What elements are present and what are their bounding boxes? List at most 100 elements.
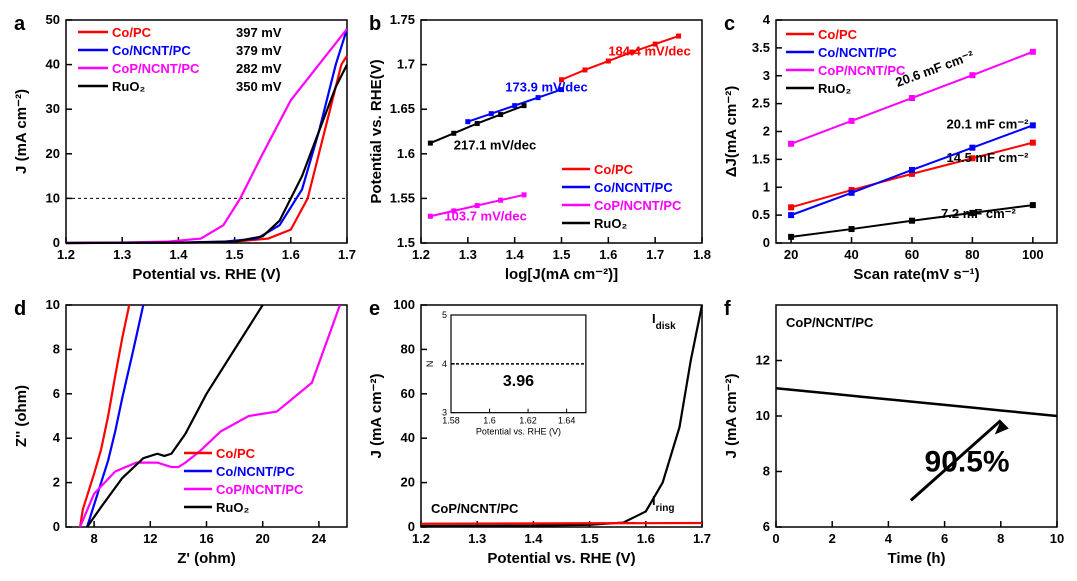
svg-text:12: 12 bbox=[756, 353, 770, 368]
svg-text:Time (h): Time (h) bbox=[887, 550, 945, 567]
svg-text:30: 30 bbox=[46, 101, 60, 116]
svg-text:8: 8 bbox=[53, 341, 60, 356]
svg-text:40: 40 bbox=[46, 57, 60, 72]
svg-text:Potential vs. RHE (V): Potential vs. RHE (V) bbox=[132, 266, 280, 283]
svg-text:RuO₂: RuO₂ bbox=[818, 81, 851, 96]
svg-text:Co/PC: Co/PC bbox=[216, 446, 256, 461]
panel-d: 8121620240246810Z' (ohm)Z'' (ohm)dCo/PCC… bbox=[8, 293, 359, 573]
svg-text:1.5: 1.5 bbox=[752, 151, 770, 166]
svg-text:Iring: Iring bbox=[652, 493, 675, 514]
svg-text:40: 40 bbox=[844, 247, 858, 262]
svg-text:10: 10 bbox=[46, 190, 60, 205]
svg-text:2: 2 bbox=[53, 475, 60, 490]
svg-text:1.75: 1.75 bbox=[390, 12, 415, 27]
svg-text:1.62: 1.62 bbox=[519, 416, 537, 426]
svg-text:4: 4 bbox=[442, 359, 447, 369]
svg-text:1.55: 1.55 bbox=[390, 190, 415, 205]
svg-text:1.3: 1.3 bbox=[468, 531, 486, 546]
svg-text:1.64: 1.64 bbox=[558, 416, 576, 426]
svg-text:0: 0 bbox=[53, 519, 60, 534]
svg-text:60: 60 bbox=[401, 386, 415, 401]
svg-text:1.65: 1.65 bbox=[390, 101, 415, 116]
svg-text:16: 16 bbox=[199, 531, 213, 546]
svg-text:e: e bbox=[369, 298, 380, 320]
svg-text:217.1 mV/dec: 217.1 mV/dec bbox=[454, 137, 536, 152]
svg-text:2: 2 bbox=[763, 124, 770, 139]
svg-text:1.5: 1.5 bbox=[226, 247, 244, 262]
svg-text:b: b bbox=[369, 13, 381, 35]
svg-text:1.3: 1.3 bbox=[459, 247, 477, 262]
svg-text:350 mV: 350 mV bbox=[236, 79, 282, 94]
svg-text:20: 20 bbox=[784, 247, 798, 262]
svg-text:CoP/NCNT/PC: CoP/NCNT/PC bbox=[216, 482, 304, 497]
svg-text:10: 10 bbox=[46, 297, 60, 312]
svg-text:CoP/NCNT/PC: CoP/NCNT/PC bbox=[786, 315, 874, 330]
svg-text:J (mA cm⁻²): J (mA cm⁻²) bbox=[13, 89, 30, 174]
svg-text:CoP/NCNT/PC: CoP/NCNT/PC bbox=[818, 63, 906, 78]
svg-text:12: 12 bbox=[143, 531, 157, 546]
svg-text:20: 20 bbox=[401, 475, 415, 490]
svg-text:RuO₂: RuO₂ bbox=[112, 79, 145, 94]
svg-text:8: 8 bbox=[90, 531, 97, 546]
svg-text:1.8: 1.8 bbox=[693, 247, 711, 262]
svg-text:24: 24 bbox=[312, 531, 327, 546]
svg-text:173.9 mV/dec: 173.9 mV/dec bbox=[505, 79, 587, 94]
svg-text:4: 4 bbox=[53, 430, 61, 445]
svg-text:1.6: 1.6 bbox=[599, 247, 617, 262]
svg-text:6: 6 bbox=[941, 531, 948, 546]
panel-a: 1.21.31.41.51.61.701020304050Potential v… bbox=[8, 8, 359, 289]
svg-text:Co/NCNT/PC: Co/NCNT/PC bbox=[112, 43, 191, 58]
svg-text:100: 100 bbox=[393, 297, 415, 312]
svg-text:80: 80 bbox=[965, 247, 979, 262]
svg-text:2: 2 bbox=[829, 531, 836, 546]
svg-text:1.4: 1.4 bbox=[506, 247, 525, 262]
svg-text:J (mA cm⁻²): J (mA cm⁻²) bbox=[368, 374, 385, 459]
svg-text:N: N bbox=[425, 361, 435, 368]
svg-text:80: 80 bbox=[401, 341, 415, 356]
svg-text:3.96: 3.96 bbox=[503, 373, 534, 390]
svg-text:Co/PC: Co/PC bbox=[818, 27, 858, 42]
svg-text:1.7: 1.7 bbox=[338, 247, 356, 262]
svg-text:1.7: 1.7 bbox=[693, 531, 711, 546]
svg-text:5: 5 bbox=[442, 310, 447, 320]
svg-text:Co/PC: Co/PC bbox=[112, 25, 152, 40]
svg-text:8: 8 bbox=[997, 531, 1004, 546]
svg-text:RuO₂: RuO₂ bbox=[216, 500, 249, 515]
panel-f: 0246810681012Time (h)J (mA cm⁻²)fCoP/NCN… bbox=[718, 293, 1069, 573]
svg-text:Co/NCNT/PC: Co/NCNT/PC bbox=[216, 464, 295, 479]
svg-text:1.4: 1.4 bbox=[169, 247, 188, 262]
svg-text:RuO₂: RuO₂ bbox=[594, 216, 627, 231]
svg-text:1.6: 1.6 bbox=[397, 146, 415, 161]
svg-text:20: 20 bbox=[46, 146, 60, 161]
svg-text:6: 6 bbox=[53, 386, 60, 401]
svg-text:60: 60 bbox=[905, 247, 919, 262]
svg-text:CoP/NCNT/PC: CoP/NCNT/PC bbox=[594, 198, 682, 213]
svg-text:Co/NCNT/PC: Co/NCNT/PC bbox=[818, 45, 897, 60]
svg-text:1.7: 1.7 bbox=[397, 57, 415, 72]
svg-text:20.6 mF cm⁻²: 20.6 mF cm⁻² bbox=[894, 47, 977, 89]
svg-text:1.3: 1.3 bbox=[113, 247, 131, 262]
svg-text:8: 8 bbox=[763, 464, 770, 479]
svg-text:6: 6 bbox=[763, 519, 770, 534]
svg-text:3.5: 3.5 bbox=[752, 40, 770, 55]
svg-text:7.2 mF cm⁻²: 7.2 mF cm⁻² bbox=[941, 206, 1016, 221]
svg-text:1.5: 1.5 bbox=[552, 247, 570, 262]
svg-text:20.1 mF cm⁻²: 20.1 mF cm⁻² bbox=[946, 117, 1029, 132]
svg-text:c: c bbox=[724, 13, 735, 35]
svg-text:1.6: 1.6 bbox=[282, 247, 300, 262]
svg-text:Potential vs. RHE(V): Potential vs. RHE(V) bbox=[368, 59, 385, 203]
svg-text:1.4: 1.4 bbox=[524, 531, 543, 546]
chart-grid: 1.21.31.41.51.61.701020304050Potential v… bbox=[8, 8, 1069, 573]
svg-text:Potential vs. RHE (V): Potential vs. RHE (V) bbox=[476, 427, 561, 437]
svg-text:Co/PC: Co/PC bbox=[594, 162, 634, 177]
svg-text:0: 0 bbox=[408, 519, 415, 534]
svg-text:1.5: 1.5 bbox=[581, 531, 599, 546]
svg-text:100: 100 bbox=[1022, 247, 1044, 262]
svg-text:10: 10 bbox=[1050, 531, 1064, 546]
panel-e: 1.21.31.41.51.61.7020406080100Potential … bbox=[363, 293, 714, 573]
panel-c: 2040608010000.511.522.533.54Scan rate(mV… bbox=[718, 8, 1069, 289]
svg-text:10: 10 bbox=[756, 408, 770, 423]
svg-text:40: 40 bbox=[401, 430, 415, 445]
svg-text:0: 0 bbox=[772, 531, 779, 546]
panel-b: 1.21.31.41.51.61.71.81.51.551.61.651.71.… bbox=[363, 8, 714, 289]
